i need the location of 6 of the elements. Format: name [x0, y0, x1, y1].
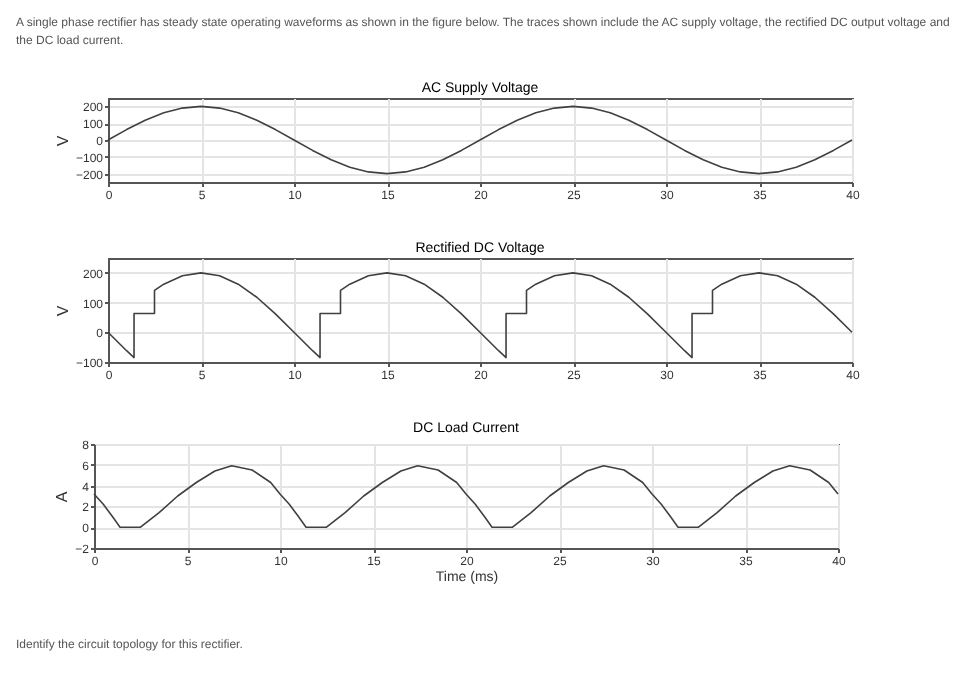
y-axis-title: V	[53, 304, 72, 317]
line-series	[93, 465, 839, 528]
line-series	[107, 272, 853, 359]
y-axis-title: A	[53, 490, 72, 503]
line-series	[107, 105, 853, 175]
y-axis-title: V	[53, 134, 72, 147]
